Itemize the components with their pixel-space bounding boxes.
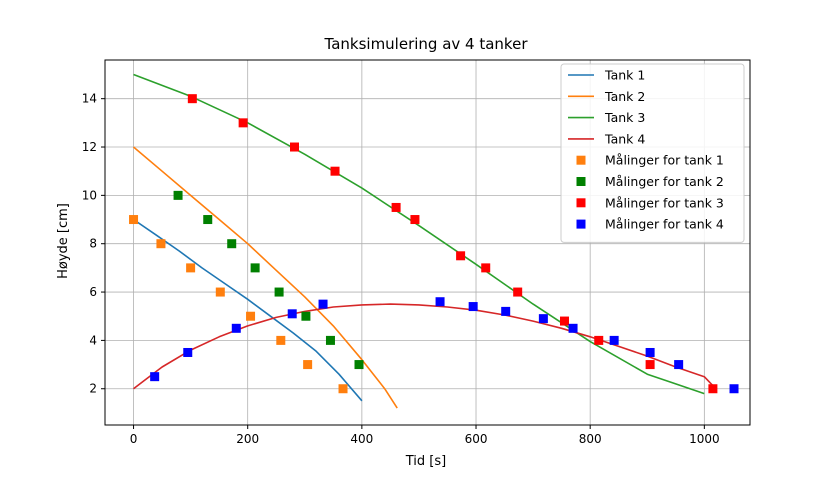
y-tick-label: 6 bbox=[89, 285, 97, 299]
legend-label: Tank 1 bbox=[604, 68, 645, 83]
data-point bbox=[609, 335, 619, 345]
x-tick-label: 400 bbox=[350, 432, 373, 446]
data-point bbox=[513, 287, 523, 297]
x-tick-label: 200 bbox=[236, 432, 259, 446]
data-point bbox=[354, 360, 364, 370]
data-point bbox=[481, 263, 491, 273]
data-point bbox=[318, 299, 328, 309]
x-tick-label: 800 bbox=[579, 432, 602, 446]
legend-label: Målinger for tank 3 bbox=[605, 195, 724, 210]
y-tick-label: 2 bbox=[89, 382, 97, 396]
data-point bbox=[594, 335, 604, 345]
series-line-4 bbox=[133, 303, 717, 390]
legend-label: Tank 3 bbox=[604, 110, 645, 125]
data-point bbox=[435, 297, 445, 307]
data-point bbox=[338, 384, 348, 394]
data-point bbox=[456, 251, 466, 261]
data-point bbox=[276, 335, 286, 345]
data-point bbox=[325, 335, 335, 345]
data-point bbox=[538, 314, 548, 324]
data-point bbox=[568, 323, 578, 333]
data-point bbox=[187, 94, 197, 104]
data-point bbox=[410, 215, 420, 225]
x-tick-label: 600 bbox=[465, 432, 488, 446]
legend-box bbox=[560, 63, 745, 243]
y-tick-label: 14 bbox=[82, 92, 97, 106]
data-point bbox=[246, 311, 256, 321]
series-line-3 bbox=[133, 73, 705, 395]
series-line-2 bbox=[132, 146, 398, 409]
x-tick-label: 0 bbox=[130, 432, 138, 446]
legend-label: Målinger for tank 4 bbox=[605, 217, 724, 232]
plot-frame bbox=[104, 59, 751, 426]
legend-swatch-marker bbox=[576, 177, 586, 186]
legend-swatch-marker bbox=[576, 155, 586, 165]
chart-title: Tanksimulering av 4 tanker bbox=[324, 35, 529, 53]
data-point bbox=[330, 166, 340, 176]
data-point bbox=[186, 263, 196, 273]
data-point bbox=[274, 287, 284, 297]
data-point bbox=[468, 302, 478, 312]
data-point bbox=[645, 360, 655, 370]
legend-swatch-marker bbox=[576, 198, 586, 208]
y-tick-label: 4 bbox=[89, 333, 97, 347]
legend-label: Målinger for tank 1 bbox=[605, 153, 724, 168]
data-point bbox=[645, 347, 655, 357]
data-point bbox=[303, 360, 313, 370]
data-point bbox=[238, 118, 248, 128]
y-tick-label: 10 bbox=[82, 188, 97, 202]
data-point bbox=[559, 316, 569, 326]
data-point bbox=[287, 309, 297, 319]
x-axis-label: Tid [s] bbox=[405, 454, 446, 469]
data-point bbox=[183, 347, 193, 357]
data-point bbox=[150, 372, 160, 382]
data-point bbox=[156, 239, 166, 249]
data-point bbox=[674, 360, 684, 370]
legend-swatch-marker bbox=[576, 219, 586, 229]
data-point bbox=[227, 239, 237, 249]
data-point bbox=[215, 287, 225, 297]
data-point bbox=[729, 384, 739, 394]
x-tick-label: 1000 bbox=[689, 432, 720, 446]
y-tick-label: 8 bbox=[89, 237, 97, 251]
legend-label: Tank 2 bbox=[604, 89, 645, 104]
y-axis-label: Høyde [cm] bbox=[56, 203, 71, 279]
legend-label: Tank 4 bbox=[604, 131, 645, 146]
data-point bbox=[708, 384, 718, 394]
legend-label: Målinger for tank 2 bbox=[605, 174, 724, 189]
y-tick-label: 12 bbox=[82, 140, 97, 154]
legend: Tank 1 Tank 2 Tank 3 Tank 4 Målinger for tan… bbox=[560, 63, 745, 243]
series-line-1 bbox=[133, 218, 363, 402]
data-point bbox=[231, 323, 241, 333]
data-point bbox=[173, 190, 183, 200]
data-point bbox=[391, 202, 401, 212]
data-point bbox=[301, 311, 311, 321]
data-point bbox=[290, 142, 300, 152]
data-point bbox=[129, 215, 139, 225]
data-point bbox=[250, 263, 260, 273]
data-point bbox=[203, 215, 213, 225]
data-point bbox=[501, 306, 511, 316]
